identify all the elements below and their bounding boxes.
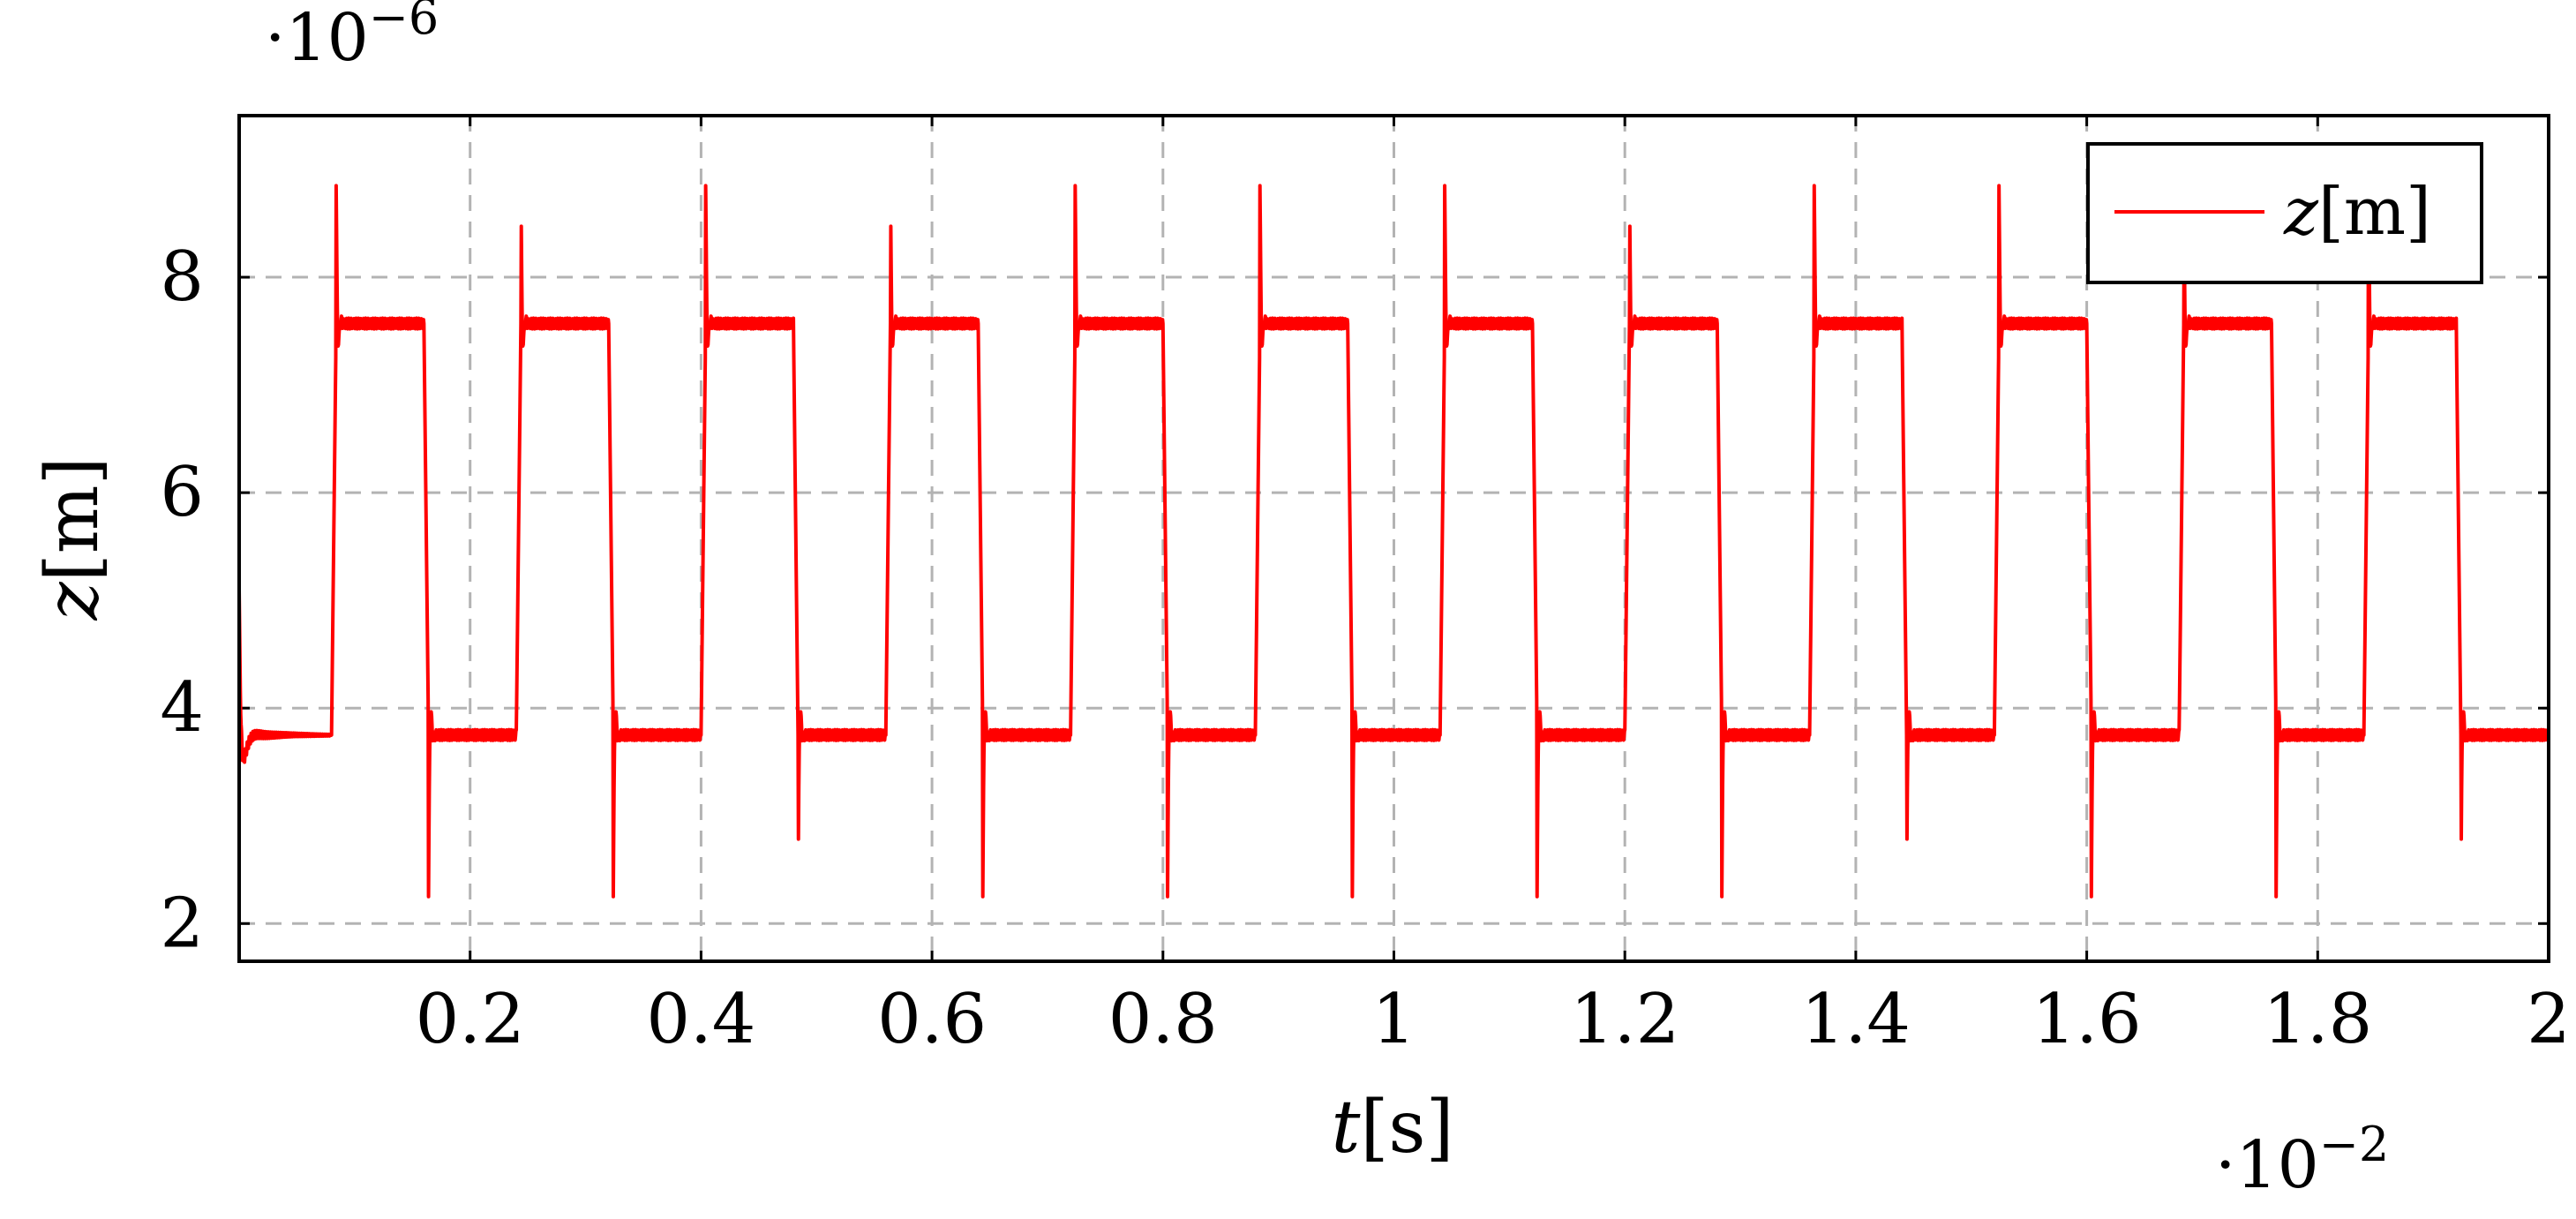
x-tick-label: 1.2 bbox=[1570, 980, 1679, 1059]
x-tick-label: 0.2 bbox=[416, 980, 525, 1059]
x-tick-label: 0.6 bbox=[877, 980, 987, 1059]
y-tick-label: 4 bbox=[160, 668, 204, 748]
x-axis-label: t[s] bbox=[1331, 1086, 1453, 1170]
x-tick-label: 1.6 bbox=[2032, 980, 2142, 1059]
x-multiplier: ·10−2 bbox=[2215, 1117, 2389, 1203]
x-tick-labels: 0.2 0.4 0.6 0.8 1 1.2 1.4 1.6 1.8 2 bbox=[416, 980, 2571, 1059]
series-line-z bbox=[239, 184, 2549, 899]
y-multiplier: ·10−6 bbox=[265, 0, 439, 76]
y-tick-label: 2 bbox=[160, 884, 204, 963]
y-tick-labels: 2 4 6 8 bbox=[160, 237, 204, 963]
plot-frame bbox=[237, 114, 2550, 963]
y-axis-label: z[m] bbox=[31, 457, 115, 621]
legend-label-z: z[m] bbox=[2283, 174, 2431, 250]
y-tick-label: 6 bbox=[160, 453, 204, 532]
x-tick-label: 2 bbox=[2527, 980, 2571, 1059]
x-tick-label: 1 bbox=[1372, 980, 1416, 1059]
x-tick-label: 1.8 bbox=[2263, 980, 2372, 1059]
x-tick-label: 1.4 bbox=[1801, 980, 1911, 1059]
x-tick-label: 0.4 bbox=[646, 980, 755, 1059]
y-tick-label: 8 bbox=[160, 237, 204, 317]
legend: z[m] bbox=[2086, 142, 2483, 284]
x-tick-label: 0.8 bbox=[1108, 980, 1218, 1059]
